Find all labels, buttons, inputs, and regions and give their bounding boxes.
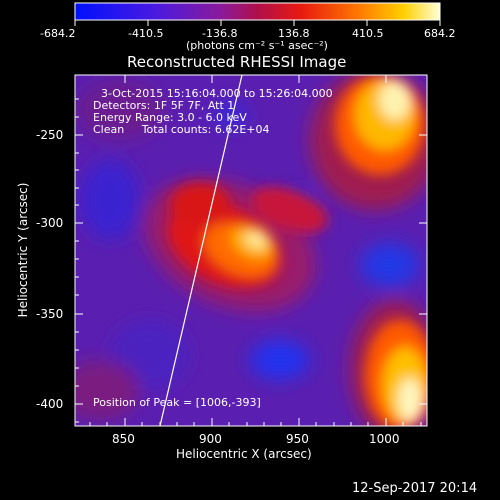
plot-title: Reconstructed RHESSI Image <box>127 53 347 71</box>
x-tick-label: 950 <box>286 432 309 446</box>
x-tick-label: 1000 <box>369 432 400 446</box>
colorbar-tick-label: 684.2 <box>424 27 456 40</box>
y-tick-label: -300 <box>36 216 64 230</box>
y-axis-label: Heliocentric Y (arcsec) <box>16 182 30 318</box>
info-total-counts: Clean Total counts: 6.62E+04 <box>93 123 270 136</box>
x-axis-label: Heliocentric X (arcsec) <box>176 447 312 461</box>
colorbar-tick-label: -410.5 <box>128 27 164 40</box>
colorbar-tick-label: 410.5 <box>352 27 384 40</box>
y-tick-label: -250 <box>36 128 64 142</box>
info-energy-range: Energy Range: 3.0 - 6.0 keV <box>93 111 247 124</box>
colorbar-ticks <box>74 20 441 26</box>
info-detectors: Detectors: 1F 5F 7F, Att 1 <box>93 99 235 112</box>
info-time-range: 3-Oct-2015 15:16:04.000 to 15:26:04.000 <box>101 87 333 100</box>
peak-position-label: Position of Peak = [1006,-393] <box>93 396 261 409</box>
x-tick-label: 850 <box>112 432 135 446</box>
solar-limb-line <box>159 75 243 426</box>
y-axis-ticks <box>75 98 427 423</box>
colorbar-tick-label: 136.8 <box>278 27 310 40</box>
x-axis-ticks <box>89 75 422 426</box>
y-tick-label: -400 <box>36 397 64 411</box>
colorbar-unit-label: (photons cm⁻² s⁻¹ asec⁻²) <box>186 39 328 52</box>
colorbar-tick-label: -136.8 <box>202 27 238 40</box>
plot-frame <box>74 74 428 427</box>
colorbar-tick-label: -684.2 <box>40 27 76 40</box>
colorbar <box>74 2 441 21</box>
x-tick-label: 900 <box>199 432 222 446</box>
y-tick-label: -350 <box>36 307 64 321</box>
image-map <box>75 75 427 426</box>
timestamp: 12-Sep-2017 20:14 <box>352 481 478 496</box>
